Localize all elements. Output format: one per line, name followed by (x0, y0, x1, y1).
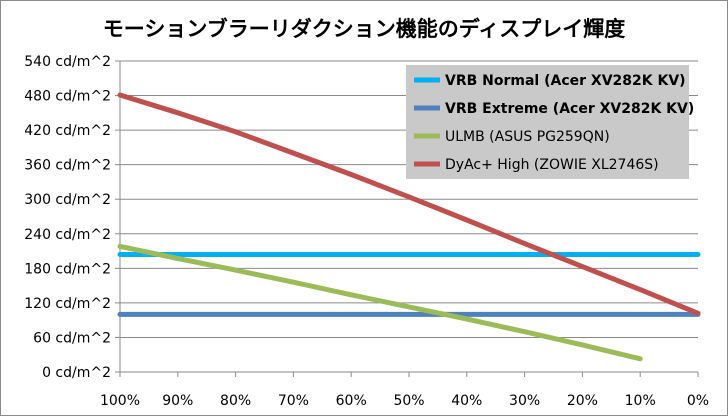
series-line-2 (117, 243, 643, 362)
series-line-3 (117, 92, 701, 316)
y-tick-label: 0 cd/m^2 (42, 365, 111, 381)
y-tick-label: 300 cd/m^2 (24, 192, 111, 208)
legend-box (406, 65, 689, 179)
x-tick-label: 30% (509, 393, 540, 409)
y-tick-label: 540 cd/m^2 (24, 54, 111, 70)
chart-title: モーションブラーリダクション機能のディスプレイ輝度 (103, 17, 625, 41)
x-tick-label: 40% (451, 393, 482, 409)
legend: VRB Normal (Acer XV282K KV) VRB Extreme (… (406, 65, 694, 179)
x-tick-label: 50% (393, 393, 424, 409)
y-tick-label: 120 cd/m^2 (24, 296, 111, 312)
x-tick-label: 0% (687, 393, 709, 409)
x-tick-label: 100% (100, 393, 140, 409)
y-tick-label: 360 cd/m^2 (24, 158, 111, 174)
legend-label: DyAc+ High (ZOWIE XL2746S) (445, 157, 659, 173)
x-tick-label: 90% (162, 393, 193, 409)
y-tick-label: 60 cd/m^2 (33, 330, 111, 346)
y-tick-label: 480 cd/m^2 (24, 89, 111, 105)
x-tick-label: 10% (625, 393, 656, 409)
x-tick-label: 60% (336, 393, 367, 409)
y-tick-label: 180 cd/m^2 (24, 261, 111, 277)
x-tick-label: 70% (278, 393, 309, 409)
y-tick-label: 420 cd/m^2 (24, 123, 111, 139)
axis-layer: 0 cd/m^2 60 cd/m^2 120 cd/m^2 180 cd/m^2 240… (24, 54, 709, 409)
legend-label: VRB Normal (Acer XV282K KV) (445, 73, 686, 89)
legend-label: VRB Extreme (Acer XV282K KV) (445, 101, 694, 117)
x-tick-label: 20% (567, 393, 598, 409)
y-tick-label: 240 cd/m^2 (24, 227, 111, 243)
series-layer (117, 92, 701, 362)
legend-label: ULMB (ASUS PG259QN) (445, 129, 610, 145)
x-tick-label: 80% (220, 393, 251, 409)
